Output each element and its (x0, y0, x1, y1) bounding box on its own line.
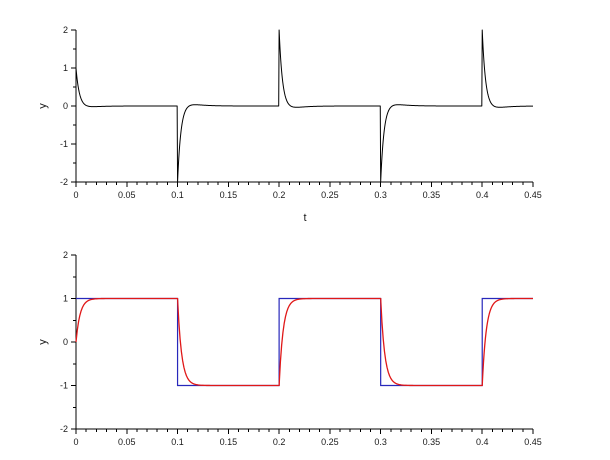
x-tick-label: 0.45 (524, 190, 542, 200)
y-tick-label: -1 (60, 139, 68, 149)
y-tick-label: -2 (60, 424, 68, 434)
y-tick-label: 0 (63, 337, 68, 347)
x-tick-label: 0.2 (273, 437, 286, 447)
chart-top-spike-response: 0 0.05 0.1 0.15 0.2 0.25 0.3 0.35 0.4 0.45 2 1 0 -1 -2 (60, 25, 542, 200)
y-tick-label: 1 (63, 294, 68, 304)
x-tick-label: 0.45 (524, 437, 542, 447)
bottom-y-axis-title: y (37, 339, 49, 345)
x-tick-label: 0.3 (374, 190, 387, 200)
x-tick-label: 0.1 (171, 190, 184, 200)
x-tick-label: 0.25 (321, 437, 339, 447)
x-tick-label: 0.3 (374, 437, 387, 447)
series-square-wave (76, 297, 533, 387)
y-tick-label: 2 (63, 25, 68, 35)
x-tick-label: 0.2 (273, 190, 286, 200)
x-tick-label: 0.05 (118, 437, 136, 447)
x-tick-label: 0.4 (476, 437, 489, 447)
x-tick-label: 0.1 (171, 437, 184, 447)
x-tick-label: 0.15 (220, 437, 238, 447)
x-tick-label: 0.4 (476, 190, 489, 200)
x-tick-label: 0.25 (321, 190, 339, 200)
x-tick-label: 0.35 (423, 437, 441, 447)
axis-line (75, 255, 533, 430)
chart-bottom-square-and-filtered: 0 0.05 0.1 0.15 0.2 0.25 0.3 0.35 0.4 0.45 2 1 0 -1 -2 (60, 250, 542, 447)
x-tick-label: 0 (73, 190, 78, 200)
y-tick-label: -1 (60, 381, 68, 391)
top-x-axis-title: t (303, 212, 306, 224)
y-tick-label: 2 (63, 250, 68, 260)
y-tick-label: 1 (63, 63, 68, 73)
top-y-axis-title: y (37, 103, 49, 109)
x-tick-label: 0.15 (220, 190, 238, 200)
y-tick-label: -2 (60, 177, 68, 187)
x-tick-label: 0.35 (423, 190, 441, 200)
y-tick-label: 0 (63, 101, 68, 111)
x-tick-label: 0 (73, 437, 78, 447)
x-tick-label: 0.05 (118, 190, 136, 200)
series-filtered-response (75, 297, 534, 387)
series-spike-response (75, 29, 534, 183)
